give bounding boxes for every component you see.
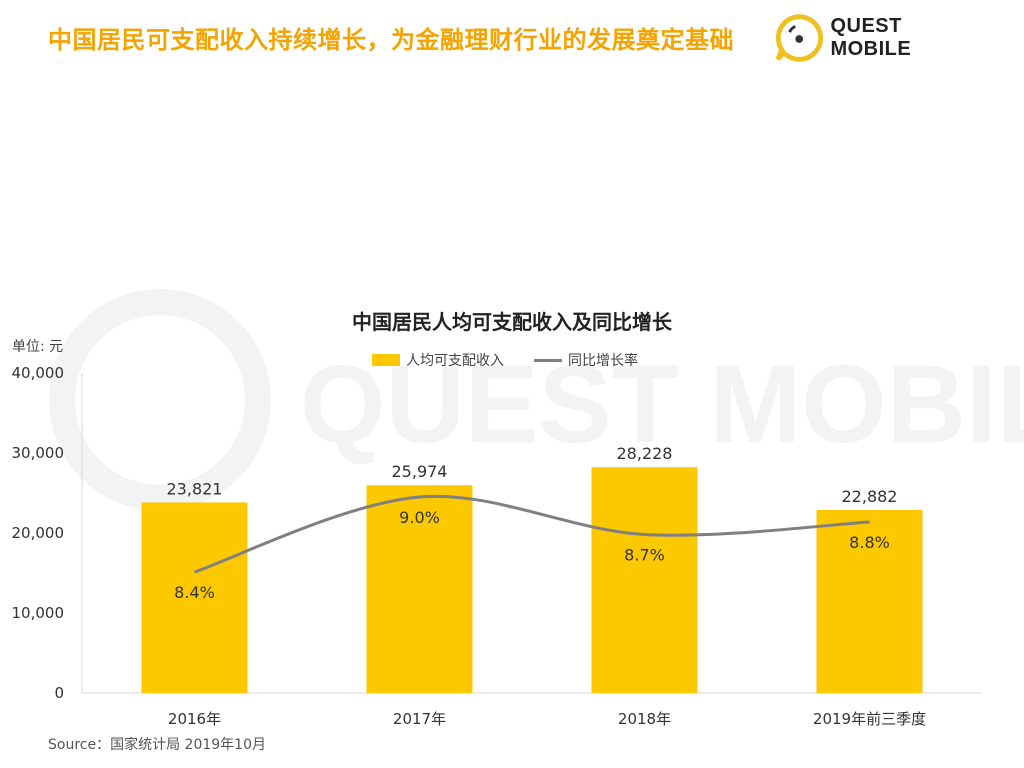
growth-rate-line bbox=[194, 494, 870, 574]
income-data-label: 28,228 bbox=[617, 444, 673, 463]
growth-data-label: 8.4% bbox=[174, 583, 215, 602]
x-tick-label: 2016年 bbox=[168, 710, 221, 728]
quest-mobile-logo-icon bbox=[775, 14, 824, 62]
income-data-label: 23,821 bbox=[167, 479, 223, 498]
legend-bar-swatch bbox=[372, 354, 400, 366]
page-headline: 中国居民可支配收入持续增长，为金融理财行业的发展奠定基础 bbox=[48, 26, 734, 54]
legend-item-growth: 同比增长率 bbox=[568, 353, 638, 369]
y-tick-label: 40,000 bbox=[12, 364, 65, 382]
x-tick-label: 2018年 bbox=[618, 710, 671, 728]
income-bar bbox=[366, 485, 473, 693]
x-tick-label: 2017年 bbox=[393, 710, 446, 728]
y-tick-label: 0 bbox=[54, 684, 64, 702]
brand-name: QUEST MOBILE bbox=[830, 15, 912, 60]
y-tick-label: 10,000 bbox=[12, 604, 65, 622]
y-tick-label: 30,000 bbox=[12, 444, 65, 462]
quest-mobile-logo: QUEST MOBILE bbox=[774, 12, 984, 64]
x-tick-label: 2019年前三季度 bbox=[813, 710, 926, 728]
chart-legend: 人均可支配收入 同比增长率 bbox=[372, 350, 638, 370]
unit-label: 单位: 元 bbox=[12, 339, 64, 355]
y-tick-label: 20,000 bbox=[12, 524, 65, 542]
income-bar bbox=[816, 509, 923, 693]
growth-data-label: 8.8% bbox=[849, 533, 890, 552]
income-data-label: 22,882 bbox=[842, 487, 898, 506]
legend-item-income: 人均可支配收入 bbox=[406, 353, 504, 369]
chart-title: 中国居民人均可支配收入及同比增长 bbox=[352, 310, 672, 334]
growth-data-label: 9.0% bbox=[399, 508, 440, 527]
income-data-label: 25,974 bbox=[392, 462, 448, 481]
income-bar bbox=[141, 502, 248, 693]
income-bar bbox=[591, 467, 698, 693]
source-note: Source：国家统计局 2019年10月 bbox=[48, 737, 266, 753]
legend-line-swatch bbox=[534, 358, 562, 362]
growth-data-label: 8.7% bbox=[624, 546, 665, 565]
